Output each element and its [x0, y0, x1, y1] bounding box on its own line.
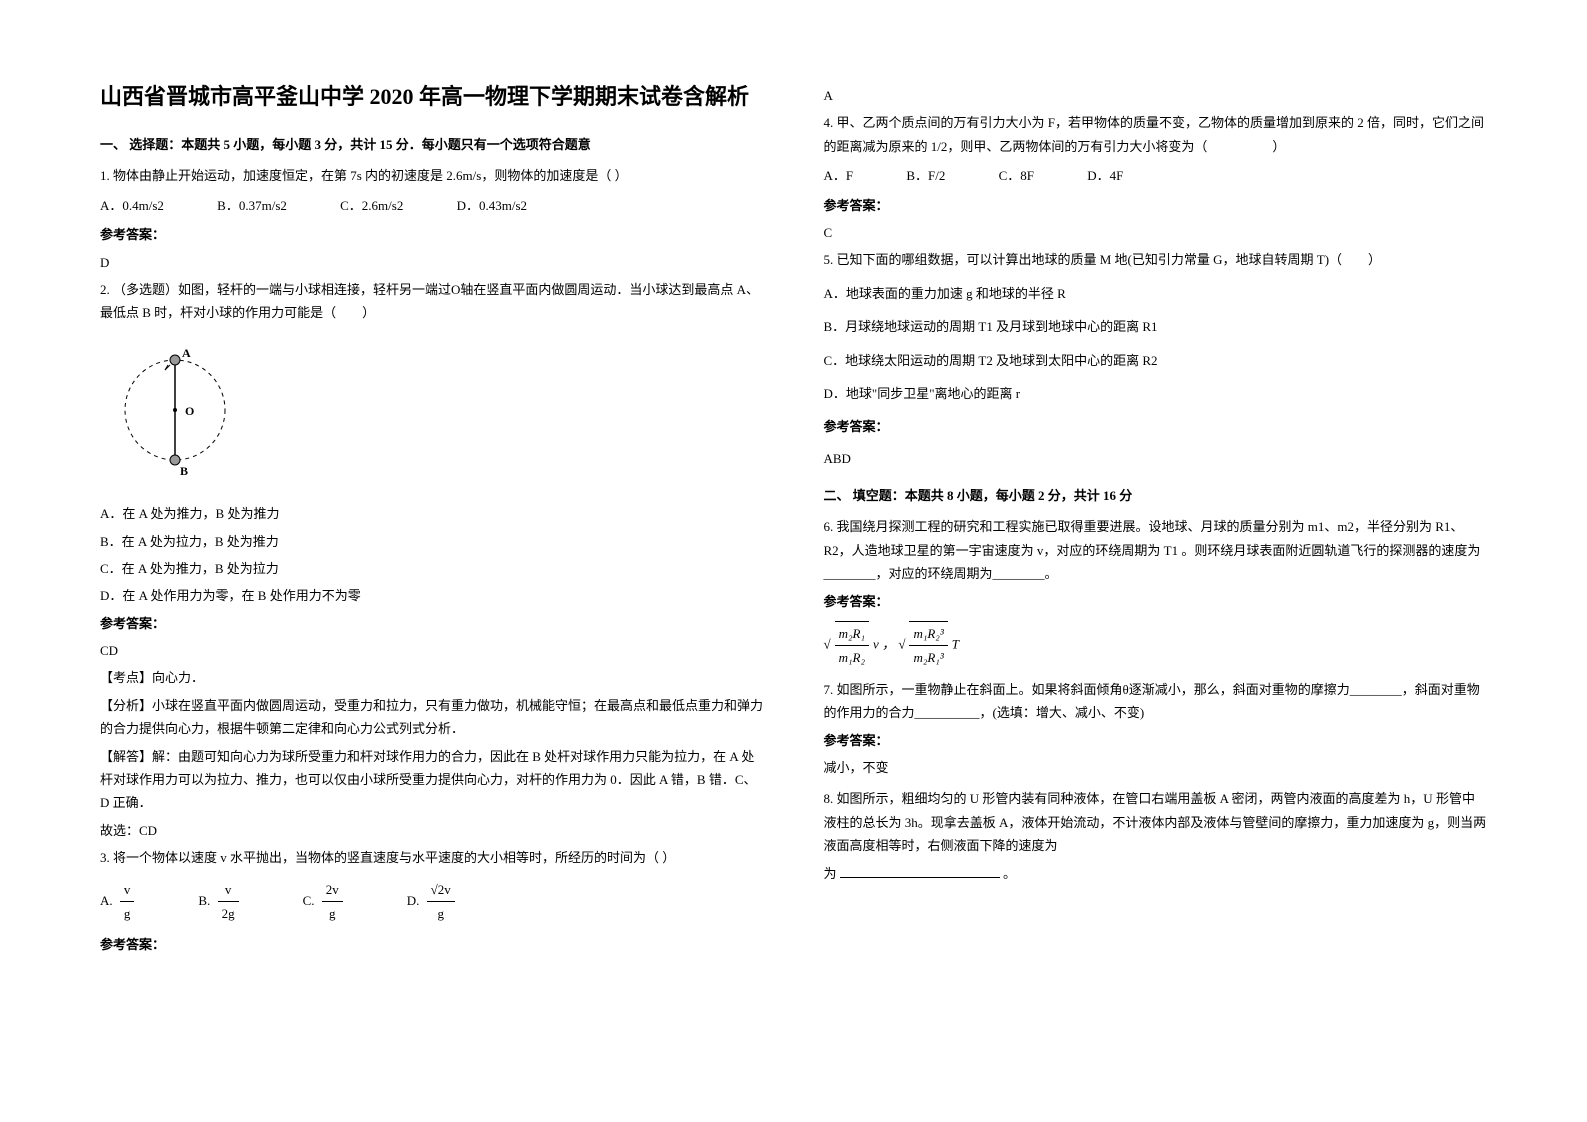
- section-1-title: 一、 选择题：本题共 5 小题，每小题 3 分，共计 15 分．每小题只有一个选…: [100, 133, 764, 156]
- q4-option-b: B．F/2: [906, 168, 945, 183]
- q4-option-a: A．F: [824, 168, 854, 183]
- q1-stem: 1. 物体由静止开始运动，加速度恒定，在第 7s 内的初速度是 2.6m/s，则…: [100, 164, 764, 187]
- q3-answer: A: [824, 84, 1488, 107]
- q5-option-c: C．地球绕太阳运动的周期 T2 及地球到太阳中心的距离 R2: [824, 349, 1488, 372]
- left-column: 山西省晋城市高平釜山中学 2020 年高一物理下学期期末试卷含解析 一、 选择题…: [100, 80, 764, 961]
- q7-stem: 7. 如图所示，一重物静止在斜面上。如果将斜面倾角θ逐渐减小，那么，斜面对重物的…: [824, 678, 1488, 725]
- q5-option-d: D．地球"同步卫星"离地心的距离 r: [824, 382, 1488, 405]
- right-column: A 4. 甲、乙两个质点间的万有引力大小为 F，若甲物体的质量不变，乙物体的质量…: [824, 80, 1488, 961]
- document-title: 山西省晋城市高平釜山中学 2020 年高一物理下学期期末试卷含解析: [100, 80, 764, 113]
- q1-option-c: C．2.6m/s2: [340, 198, 403, 213]
- q2-analysis-label: 【考点】向心力．: [100, 666, 764, 689]
- q3-answer-label: 参考答案：: [100, 933, 764, 956]
- q4-option-c: C．8F: [999, 168, 1034, 183]
- q2-conclusion: 故选：CD: [100, 819, 764, 842]
- q2-answer: CD: [100, 639, 764, 662]
- q4-stem: 4. 甲、乙两个质点间的万有引力大小为 F，若甲物体的质量不变，乙物体的质量增加…: [824, 111, 1488, 158]
- q5-answer: ABD: [824, 447, 1488, 470]
- q1-option-d: D．0.43m/s2: [457, 198, 527, 213]
- q4-options: A．F B．F/2 C．8F D．4F: [824, 164, 1488, 187]
- q2-option-a: A．在 A 处为推力，B 处为推力: [100, 502, 764, 525]
- q2-answer-label: 参考答案：: [100, 612, 764, 635]
- q2-analysis-2: 【解答】解：由题可知向心力为球所受重力和杆对球作用力的合力，因此在 B 处杆对球…: [100, 745, 764, 815]
- q1-options: A．0.4m/s2 B．0.37m/s2 C．2.6m/s2 D．0.43m/s…: [100, 194, 764, 217]
- q8-blank-line: 为 。: [824, 862, 1488, 885]
- q5-stem: 5. 已知下面的哪组数据，可以计算出地球的质量 M 地(已知引力常量 G，地球自…: [824, 248, 1488, 271]
- q2-diagram: A O B: [120, 335, 764, 492]
- q1-answer: D: [100, 251, 764, 274]
- q5-answer-label: 参考答案：: [824, 415, 1488, 438]
- q2-option-d: D．在 A 处作用力为零，在 B 处作用力不为零: [100, 584, 764, 607]
- q7-answer-label: 参考答案：: [824, 729, 1488, 752]
- svg-text:A: A: [182, 346, 191, 360]
- q2-stem: 2. （多选题）如图，轻杆的一端与小球相连接，轻杆另一端过O轴在竖直平面内做圆周…: [100, 278, 764, 325]
- q1-option-a: A．0.4m/s2: [100, 198, 164, 213]
- q2-option-c: C．在 A 处为推力，B 处为拉力: [100, 557, 764, 580]
- q5-option-b: B．月球绕地球运动的周期 T1 及月球到地球中心的距离 R1: [824, 315, 1488, 338]
- q2-analysis-1: 【分析】小球在竖直平面内做圆周运动，受重力和拉力，只有重力做功，机械能守恒；在最…: [100, 694, 764, 741]
- q7-answer: 减小，不变: [824, 756, 1488, 779]
- q6-stem: 6. 我国绕月探测工程的研究和工程实施已取得重要进展。设地球、月球的质量分别为 …: [824, 515, 1488, 585]
- q3-stem: 3. 将一个物体以速度 v 水平抛出，当物体的竖直速度与水平速度的大小相等时，所…: [100, 846, 764, 869]
- section-2-title: 二、 填空题：本题共 8 小题，每小题 2 分，共计 16 分: [824, 484, 1488, 507]
- q4-option-d: D．4F: [1087, 168, 1123, 183]
- q4-answer-label: 参考答案：: [824, 194, 1488, 217]
- q4-answer: C: [824, 221, 1488, 244]
- q6-answer-label: 参考答案：: [824, 590, 1488, 613]
- q3-option-a: A. v g: [100, 878, 138, 926]
- q3-option-c: C. 2v g: [303, 878, 347, 926]
- q3-options: A. v g B. v 2g C. 2v g D. √2v g: [100, 878, 764, 926]
- q2-option-b: B．在 A 处为拉力，B 处为推力: [100, 530, 764, 553]
- q1-answer-label: 参考答案：: [100, 223, 764, 246]
- q8-stem: 8. 如图所示，粗细均匀的 U 形管内装有同种液体，在管口右端用盖板 A 密闭，…: [824, 787, 1488, 857]
- q8-answer-blank: [840, 865, 1000, 878]
- q3-option-d: D. √2v g: [407, 878, 459, 926]
- q6-answer-formula: √ m₂R₁ m₁R₂ v ， √ m₁R₂³ m₂R₁³ T: [824, 621, 1488, 670]
- svg-text:O: O: [185, 404, 194, 418]
- q3-option-b: B. v 2g: [198, 878, 242, 926]
- svg-text:B: B: [180, 464, 188, 478]
- q5-option-a: A．地球表面的重力加速 g 和地球的半径 R: [824, 282, 1488, 305]
- q1-option-b: B．0.37m/s2: [217, 198, 287, 213]
